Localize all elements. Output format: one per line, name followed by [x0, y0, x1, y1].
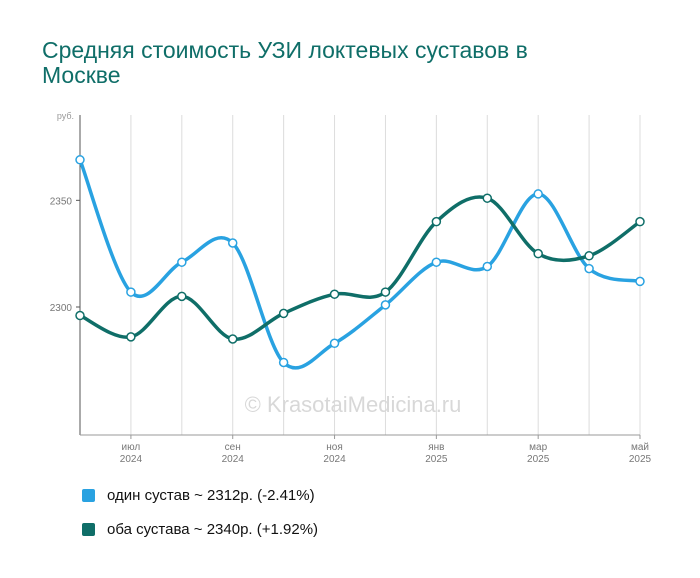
- legend-label: оба сустава ~ 2340р. (+1.92%): [107, 520, 319, 538]
- y-tick-label: 2350: [50, 196, 73, 207]
- x-tick-label-year: 2024: [120, 454, 143, 465]
- series-lines: [78, 158, 642, 370]
- data-point: [635, 216, 645, 227]
- data-point: [431, 257, 442, 267]
- data-point: [227, 238, 238, 248]
- data-point: [126, 332, 136, 342]
- x-tick-label-month: май: [631, 442, 649, 453]
- legend-item-one-joint[interactable]: один сустав ~ 2312р. (-2.41%): [82, 484, 318, 506]
- legend-label: один сустав ~ 2312р. (-2.41%): [107, 486, 315, 504]
- data-point: [533, 189, 543, 199]
- series-line-one-joint: [78, 158, 642, 370]
- data-point: [329, 338, 340, 349]
- x-tick-label-year: 2025: [425, 454, 448, 465]
- data-point: [482, 261, 493, 272]
- data-point: [533, 248, 543, 259]
- y-tick-label: 2300: [50, 303, 73, 314]
- x-tick-label-year: 2024: [323, 454, 346, 465]
- data-point: [329, 289, 340, 299]
- data-point: [177, 291, 187, 302]
- legend-swatch: [82, 488, 95, 502]
- data-point: [126, 287, 136, 297]
- data-point: [635, 276, 645, 287]
- legend: один сустав ~ 2312р. (-2.41%) оба сустав…: [82, 484, 318, 552]
- axes: [76, 115, 641, 439]
- data-point: [75, 310, 85, 321]
- data-point: [482, 193, 493, 203]
- data-point: [75, 155, 85, 165]
- x-tick-label-year: 2025: [629, 454, 652, 465]
- data-points: [75, 155, 645, 368]
- x-tick-label-month: июл: [122, 442, 141, 453]
- legend-swatch: [82, 522, 95, 536]
- series-line-both-joints: [78, 195, 642, 341]
- data-point: [584, 251, 594, 261]
- y-unit-label: руб.: [57, 111, 74, 121]
- x-tick-label-year: 2025: [527, 454, 550, 465]
- tick-labels: 23002350руб.июл2024сен2024ноя2024янв2025…: [50, 111, 652, 465]
- x-tick-label-year: 2024: [222, 454, 245, 465]
- chart-title: Средняя стоимость УЗИ локтевых суставов …: [42, 37, 528, 88]
- x-tick-label-month: янв: [428, 442, 444, 453]
- data-point: [227, 334, 238, 344]
- watermark: © KrasotaiMedicina.ru: [245, 392, 462, 417]
- data-point: [177, 257, 187, 267]
- legend-item-both-joints[interactable]: оба сустава ~ 2340р. (+1.92%): [82, 518, 318, 540]
- data-point: [380, 287, 391, 297]
- x-tick-label-month: ноя: [326, 442, 343, 453]
- x-tick-label-month: мар: [529, 442, 547, 453]
- data-point: [278, 357, 289, 368]
- data-point: [431, 216, 442, 227]
- data-point: [584, 263, 594, 274]
- x-tick-label-month: сен: [225, 442, 241, 453]
- data-point: [380, 300, 391, 310]
- grid-lines: [130, 115, 641, 435]
- data-point: [278, 308, 289, 319]
